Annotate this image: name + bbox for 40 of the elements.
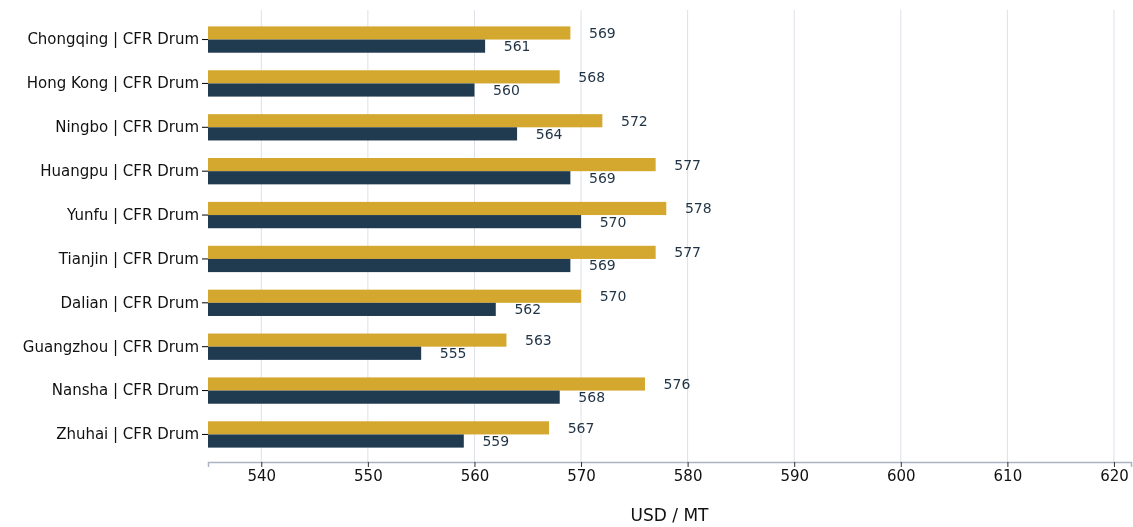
data-label: 570 xyxy=(599,288,627,305)
y-tick-label: Ningbo | CFR Drum xyxy=(55,118,199,137)
data-label: 569 xyxy=(589,169,616,186)
y-tick-label: Huangpu | CFR Drum xyxy=(40,161,199,180)
x-tick-label: 570 xyxy=(567,466,596,485)
data-label: 578 xyxy=(684,200,712,217)
x-tick-label: 560 xyxy=(460,466,490,485)
data-label: 569 xyxy=(589,257,616,274)
data-label: 562 xyxy=(514,301,542,318)
y-tick-label: Hong Kong | CFR Drum xyxy=(26,74,199,93)
data-label: 570 xyxy=(599,213,627,230)
data-label: 564 xyxy=(535,125,563,142)
x-axis-title: USD / MT xyxy=(630,505,710,525)
data-label: 577 xyxy=(674,156,702,173)
y-tick-label: Guangzhou | CFR Drum xyxy=(22,337,199,356)
data-label: 572 xyxy=(620,112,648,129)
y-tick-label: Dalian | CFR Drum xyxy=(60,293,199,312)
data-label: 567 xyxy=(567,419,595,436)
x-tick-label: 590 xyxy=(780,466,810,485)
y-tick-label: Tianjin | CFR Drum xyxy=(57,249,199,268)
y-tick-label: Yunfu | CFR Drum xyxy=(66,205,199,224)
data-label: 563 xyxy=(525,332,552,349)
x-tick-label: 600 xyxy=(886,466,916,485)
data-label: 555 xyxy=(439,345,467,362)
x-tick-label: 580 xyxy=(673,466,703,485)
x-tick-label: 610 xyxy=(993,466,1023,485)
data-label: 569 xyxy=(589,24,616,41)
y-tick-label: Zhuhai | CFR Drum xyxy=(56,425,199,444)
x-tick-label: 540 xyxy=(247,466,277,485)
x-tick-label: 620 xyxy=(1100,466,1129,485)
data-label: 576 xyxy=(663,375,691,392)
data-label: 568 xyxy=(578,389,606,406)
data-label: 577 xyxy=(674,244,702,261)
data-label: 560 xyxy=(493,81,520,98)
y-tick-label: Nansha | CFR Drum xyxy=(51,381,199,400)
y-tick-label: Chongqing | CFR Drum xyxy=(27,30,199,49)
x-tick-label: 550 xyxy=(354,466,383,485)
data-label: 559 xyxy=(482,432,510,449)
data-label: 561 xyxy=(503,38,531,55)
data-label: 568 xyxy=(578,68,606,85)
